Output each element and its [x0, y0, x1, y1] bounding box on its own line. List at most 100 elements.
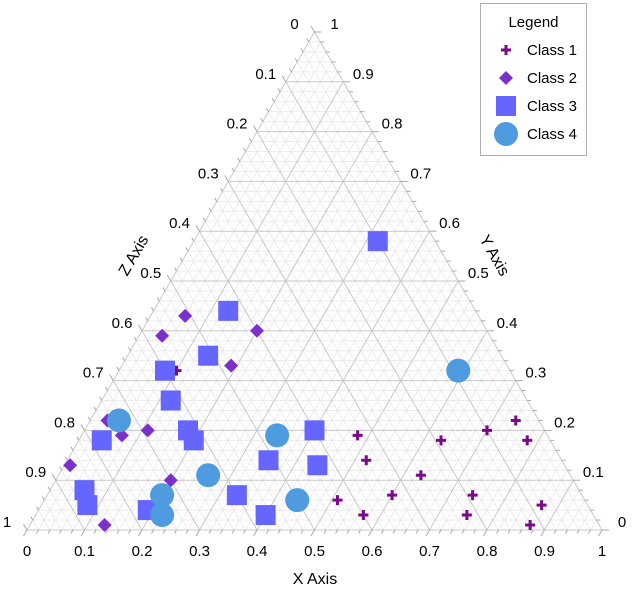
- z-tick: [59, 466, 62, 471]
- z-tick: [30, 516, 34, 521]
- z-tick: [191, 237, 195, 242]
- major-gridline: [170, 280, 315, 531]
- plus-marker-icon: [501, 45, 511, 55]
- square-point: [255, 505, 276, 526]
- minor-gridline: [78, 440, 131, 531]
- circle-point: [196, 463, 221, 488]
- x-tick: [151, 529, 154, 534]
- major-gridline: [227, 181, 430, 531]
- x-tick: [483, 529, 488, 537]
- x-tick-label: 0.1: [74, 543, 95, 560]
- minor-gridline: [72, 450, 120, 531]
- minor-gridline: [337, 300, 471, 531]
- x-tick: [438, 529, 442, 534]
- z-tick: [51, 473, 57, 481]
- x-tick: [116, 529, 120, 534]
- y-tick-label: 0.4: [497, 315, 518, 332]
- diamond-point: [224, 358, 239, 373]
- z-tick-label: 0.6: [112, 315, 133, 332]
- z-tick-label: 0.7: [83, 365, 104, 382]
- x-tick: [404, 529, 407, 534]
- minor-gridline: [216, 201, 407, 531]
- plus-point: [358, 510, 369, 521]
- z-tick: [300, 48, 304, 53]
- z-tick: [122, 356, 126, 361]
- plus-point: [522, 435, 533, 446]
- z-tick: [36, 506, 39, 511]
- legend-label: Class 2: [527, 69, 578, 87]
- minor-gridline: [291, 260, 448, 531]
- z-tick: [47, 486, 51, 491]
- minor-gridline: [222, 201, 413, 531]
- series-class-3: [74, 231, 388, 526]
- x-tick: [47, 529, 51, 534]
- z-tick-label: 0.4: [169, 215, 190, 232]
- z-tick: [271, 98, 275, 102]
- x-tick: [496, 529, 499, 534]
- x-tick: [266, 529, 269, 534]
- z-tick: [185, 247, 189, 252]
- z-tick: [105, 386, 108, 391]
- tick-labels: 0 0.1 0.2 0.3 0.4 0.5 0.6 0.7 0.8 0.9 100.10.20.30…: [3, 16, 626, 560]
- major-gridline: [199, 181, 402, 531]
- plus-point: [525, 520, 536, 531]
- minor-gridline: [38, 41, 321, 531]
- z-tick: [243, 147, 246, 152]
- x-tick: [174, 529, 177, 534]
- z-tick: [266, 107, 269, 112]
- z-tick: [64, 456, 68, 461]
- x-tick: [368, 529, 373, 537]
- diamond-point: [140, 423, 155, 438]
- legend-item-class-4: Class 4: [493, 122, 577, 146]
- minor-gridline: [181, 260, 338, 531]
- z-tick: [93, 406, 97, 411]
- diamond-point: [250, 323, 264, 338]
- z-tick-label: 0.3: [198, 165, 219, 182]
- square-point: [183, 430, 204, 451]
- z-tick-label: 1: [3, 514, 11, 531]
- z-tick: [174, 267, 177, 272]
- minor-gridline: [153, 310, 281, 531]
- x-tick: [220, 529, 223, 534]
- x-tick: [323, 529, 327, 534]
- x-tick: [507, 529, 511, 534]
- y-tick-label: 1: [330, 16, 338, 33]
- minor-gridline: [250, 141, 476, 531]
- legend-item-class-2: Class 2: [493, 66, 577, 90]
- z-tick: [128, 347, 131, 351]
- minor-gridline: [153, 141, 379, 531]
- plus-point: [332, 495, 343, 506]
- major-gridline: [314, 280, 459, 531]
- minor-gridline: [509, 450, 557, 531]
- x-tick: [540, 529, 545, 537]
- x-tick: [59, 529, 62, 534]
- x-tick: [289, 529, 292, 534]
- minor-gridline: [61, 61, 333, 531]
- z-tick-label: 0.8: [54, 414, 75, 431]
- x-tick: [36, 529, 39, 534]
- minor-gridline: [193, 240, 361, 531]
- diamond-point: [155, 328, 170, 343]
- y-tick-label: 0.3: [525, 365, 546, 382]
- x-tick: [461, 529, 465, 534]
- minor-gridline: [348, 310, 476, 531]
- minor-gridline: [147, 320, 269, 531]
- series-class-1: [171, 365, 547, 531]
- x-tick-label: 0: [23, 543, 31, 560]
- square-point: [160, 390, 181, 411]
- plus-point: [467, 490, 478, 501]
- minor-gridline: [273, 101, 522, 531]
- circle-point: [285, 488, 310, 513]
- legend-item-class-3: Class 3: [493, 94, 577, 118]
- x-tick: [415, 529, 419, 534]
- circle-point: [150, 483, 175, 508]
- data-points: [63, 231, 547, 533]
- legend-item-class-1: Class 1: [493, 38, 577, 62]
- plus-point: [510, 415, 521, 426]
- minor-gridline: [204, 220, 384, 531]
- z-tick: [214, 197, 218, 202]
- z-tick: [162, 287, 166, 292]
- minor-gridline: [417, 370, 511, 531]
- minor-gridline: [590, 519, 597, 531]
